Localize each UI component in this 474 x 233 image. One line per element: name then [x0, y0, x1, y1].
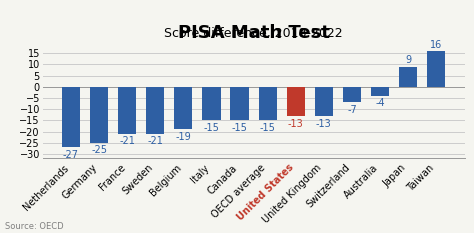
Bar [230, 87, 249, 120]
Text: -13: -13 [288, 119, 304, 129]
Bar [371, 87, 389, 96]
Text: -15: -15 [203, 123, 219, 133]
Text: -15: -15 [232, 123, 247, 133]
Bar [202, 87, 220, 120]
Bar [427, 51, 446, 87]
Bar [62, 87, 80, 147]
Text: -13: -13 [316, 119, 332, 129]
Text: -21: -21 [147, 137, 163, 147]
Text: -15: -15 [260, 123, 275, 133]
Text: -21: -21 [119, 137, 135, 147]
Bar [399, 67, 417, 87]
Text: -19: -19 [175, 132, 191, 142]
Bar [287, 87, 305, 116]
Text: -7: -7 [347, 105, 357, 115]
Title: PISA Math Test: PISA Math Test [178, 24, 329, 42]
Bar [258, 87, 277, 120]
Text: 16: 16 [430, 40, 442, 50]
Text: 9: 9 [405, 55, 411, 65]
Text: -4: -4 [375, 98, 385, 108]
Text: Score difference, 2018-2022: Score difference, 2018-2022 [164, 27, 343, 40]
Bar [315, 87, 333, 116]
Bar [343, 87, 361, 103]
Bar [146, 87, 164, 134]
Bar [90, 87, 108, 143]
Text: -27: -27 [63, 150, 79, 160]
Bar [118, 87, 137, 134]
Bar [174, 87, 192, 129]
Text: -25: -25 [91, 145, 107, 155]
Text: Source: OECD: Source: OECD [5, 222, 64, 231]
